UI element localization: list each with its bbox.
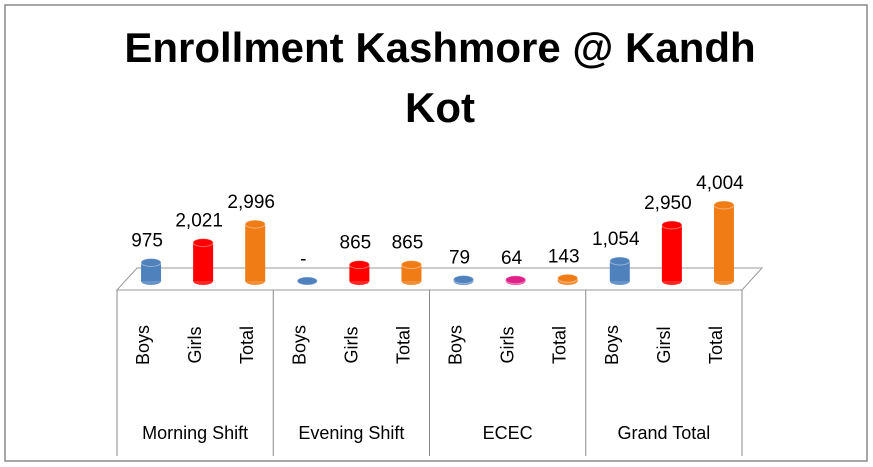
data-label: 2,996 bbox=[227, 192, 275, 213]
bar-top bbox=[192, 238, 214, 248]
data-label: 2,021 bbox=[175, 211, 223, 232]
group-label: Evening Shift bbox=[298, 423, 404, 443]
bar bbox=[141, 262, 162, 281]
bar-top bbox=[661, 220, 683, 230]
bar bbox=[661, 225, 682, 281]
group-label: Morning Shift bbox=[142, 423, 248, 443]
data-label: 865 bbox=[340, 233, 372, 254]
bar bbox=[245, 224, 266, 281]
bar-top bbox=[453, 275, 475, 285]
x-tick-label: Girls bbox=[498, 327, 518, 364]
chart-title: Enrollment Kashmore @ Kandh bbox=[124, 24, 755, 71]
data-label: - bbox=[300, 249, 306, 270]
x-tick-label: Total bbox=[706, 326, 726, 364]
data-label: 2,950 bbox=[644, 193, 692, 214]
x-tick-label: Total bbox=[393, 326, 413, 364]
data-label: 64 bbox=[501, 248, 523, 269]
x-tick-label: Boys bbox=[446, 325, 466, 365]
x-tick-label: Girls bbox=[185, 327, 205, 364]
x-tick-label: Boys bbox=[289, 325, 309, 365]
bar bbox=[193, 242, 214, 281]
bar-top bbox=[296, 276, 318, 286]
x-tick-label: Boys bbox=[133, 325, 153, 365]
x-tick-label: Girls bbox=[341, 327, 361, 364]
x-tick-label: Total bbox=[550, 326, 570, 364]
bar-top bbox=[557, 273, 579, 283]
data-label: 975 bbox=[131, 230, 163, 251]
bar bbox=[713, 205, 734, 281]
bar-top bbox=[713, 200, 735, 210]
bar-top bbox=[348, 260, 370, 270]
bar bbox=[349, 264, 370, 281]
bar bbox=[609, 260, 630, 281]
bar-top bbox=[244, 219, 266, 229]
group-label: ECEC bbox=[483, 423, 533, 443]
x-tick-label: Girsl bbox=[654, 327, 674, 364]
bar bbox=[401, 264, 422, 281]
data-label: 79 bbox=[449, 248, 470, 269]
x-tick-label: Total bbox=[237, 326, 257, 364]
floor bbox=[115, 267, 764, 291]
group-label: Grand Total bbox=[618, 423, 711, 443]
data-label: 1,054 bbox=[592, 229, 640, 250]
x-tick-label: Boys bbox=[602, 325, 622, 365]
data-label: 865 bbox=[392, 233, 424, 254]
data-label: 143 bbox=[548, 246, 580, 267]
bar-top bbox=[140, 257, 162, 267]
bar-top bbox=[400, 260, 422, 270]
bar-top bbox=[505, 275, 527, 285]
data-label: 4,004 bbox=[696, 173, 744, 194]
chart-title: Kot bbox=[405, 84, 475, 131]
bar-top bbox=[609, 256, 631, 266]
